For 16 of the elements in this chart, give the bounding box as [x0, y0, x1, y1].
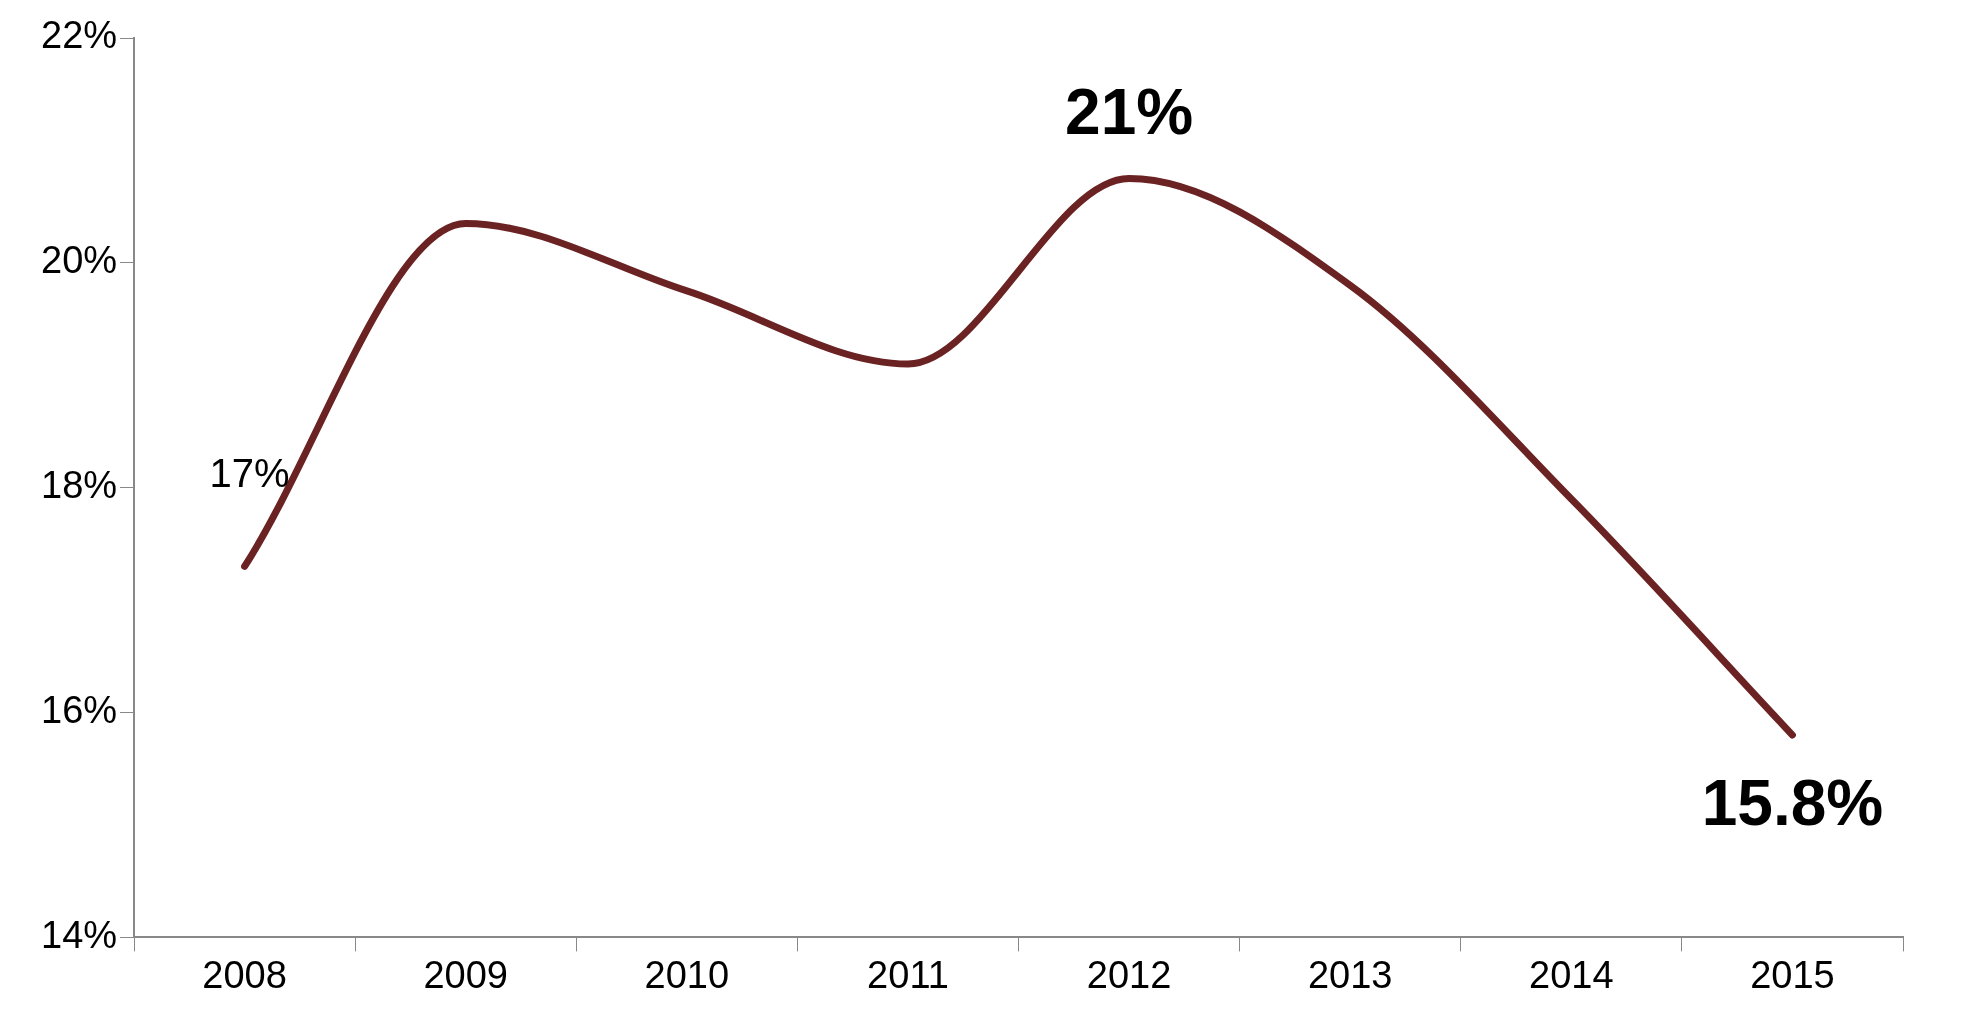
data-label: 15.8%	[1701, 766, 1884, 839]
y-tick-label: 22%	[40, 14, 118, 57]
x-tick-label: 2015	[1750, 953, 1835, 996]
x-tick-label: 2009	[423, 953, 509, 996]
y-tick-label: 18%	[40, 464, 118, 507]
x-tick-label: 2013	[1307, 953, 1393, 996]
x-tick-label: 2014	[1529, 953, 1614, 996]
y-tick-label: 20%	[40, 239, 118, 282]
data-label: 17%	[209, 451, 290, 496]
y-tick-label: 14%	[40, 913, 118, 956]
x-tick-label: 2011	[867, 953, 949, 996]
x-tick-label: 2010	[644, 953, 730, 996]
x-tick-label: 2008	[202, 953, 287, 996]
x-tick-label: 2012	[1086, 953, 1172, 996]
y-tick-label: 16%	[40, 689, 118, 732]
data-label: 21%	[1065, 76, 1194, 149]
